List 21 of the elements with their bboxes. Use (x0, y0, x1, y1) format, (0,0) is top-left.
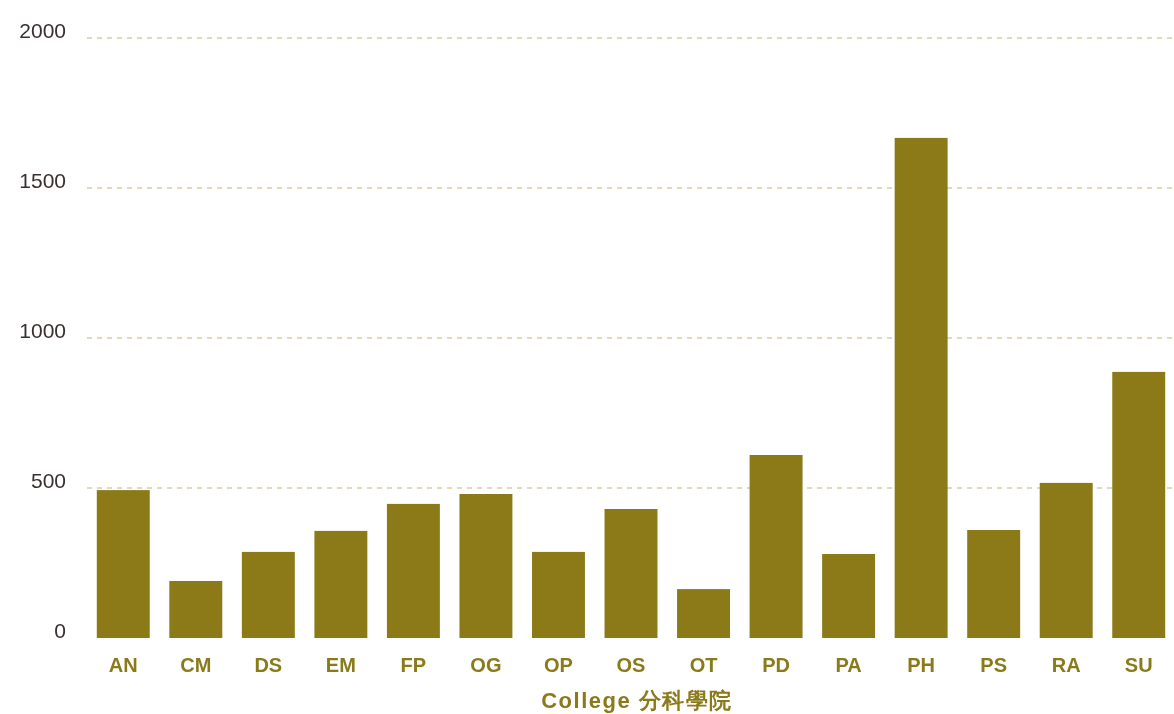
x-tick-label: OS (616, 654, 646, 676)
x-tick-label: FP (400, 654, 427, 676)
x-axis-title: College 分科學院 (541, 688, 733, 713)
y-tick-label: 1000 (19, 319, 66, 342)
x-tick-label: OT (689, 654, 718, 676)
x-tick-label: PA (835, 654, 862, 676)
x-tick-label: DS (254, 654, 283, 676)
x-tick-label: RA (1051, 654, 1081, 676)
x-tick-label: OG (470, 654, 502, 676)
x-tick-label: PD (762, 654, 790, 676)
x-tick-label: CM (180, 654, 212, 676)
y-tick-label: 2000 (19, 19, 66, 42)
y-tick-label: 1500 (19, 169, 66, 192)
x-tick-label: PH (907, 654, 936, 676)
x-tick-label: EM (325, 654, 356, 676)
x-tick-label: AN (108, 654, 138, 676)
x-tick-label: SU (1124, 654, 1153, 676)
x-tick-label: PS (980, 654, 1008, 676)
x-tick-label: OP (544, 654, 573, 676)
y-tick-label: 500 (30, 469, 66, 492)
y-tick-label: 0 (54, 619, 66, 642)
